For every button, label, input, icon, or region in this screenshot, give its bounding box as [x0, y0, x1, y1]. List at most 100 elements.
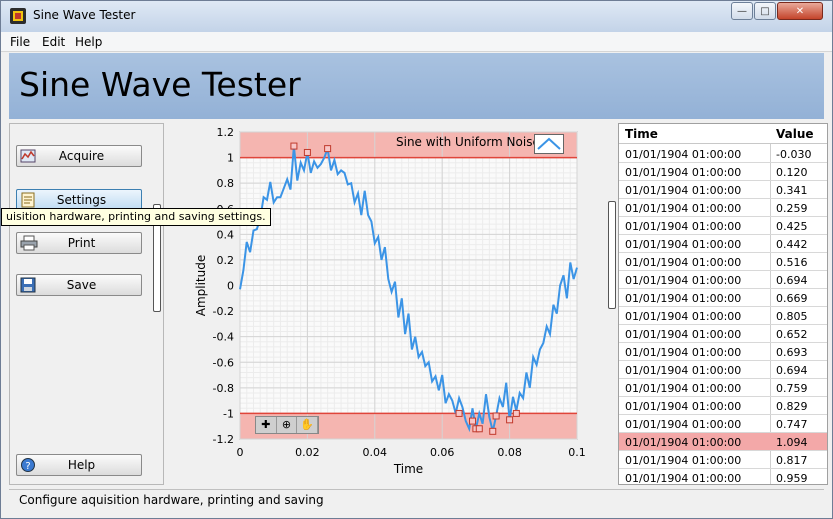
settings-tooltip: uisition hardware, printing and saving s… — [1, 208, 271, 226]
waveform-chart: 00.020.040.060.080.11.210.80.60.40.20-0.… — [167, 123, 607, 485]
help-button[interactable]: ? Help — [16, 454, 142, 476]
cell-value: 0.120 — [776, 166, 808, 179]
cell-value: 0.259 — [776, 202, 808, 215]
table-row[interactable]: 01/01/1904 01:00:00 0.259 — [619, 199, 827, 217]
cell-value: 0.694 — [776, 274, 808, 287]
table-row[interactable]: 01/01/1904 01:00:00 1.094 — [619, 433, 827, 451]
cell-time: 01/01/1904 01:00:00 — [625, 148, 742, 161]
status-text: Configure aquisition hardware, printing … — [19, 493, 324, 507]
table-row[interactable]: 01/01/1904 01:00:00 0.442 — [619, 235, 827, 253]
pan-hand-icon[interactable]: ✋ — [297, 417, 319, 433]
panel-scrollbar[interactable] — [153, 204, 161, 312]
cell-value: 0.959 — [776, 472, 808, 485]
help-label: Help — [67, 458, 96, 472]
x-tick-label: 0.08 — [497, 446, 521, 459]
column-header-time[interactable]: Time — [625, 127, 658, 141]
y-tick-label: -1.2 — [213, 433, 234, 446]
acquire-label: Acquire — [58, 149, 105, 163]
table-row[interactable]: 01/01/1904 01:00:00 0.747 — [619, 415, 827, 433]
print-label: Print — [67, 236, 96, 250]
cell-time: 01/01/1904 01:00:00 — [625, 310, 742, 323]
y-tick-label: -0.6 — [213, 356, 234, 369]
limit-violation-marker — [489, 427, 497, 435]
legend-swatch[interactable] — [534, 134, 564, 154]
table-row[interactable]: 01/01/1904 01:00:00 0.693 — [619, 343, 827, 361]
cursor-move-icon[interactable]: ✚ — [256, 417, 277, 433]
save-button[interactable]: Save — [16, 274, 142, 296]
table-row[interactable]: 01/01/1904 01:00:00 0.694 — [619, 271, 827, 289]
cell-time: 01/01/1904 01:00:00 — [625, 436, 742, 449]
status-bar: Configure aquisition hardware, printing … — [9, 489, 824, 509]
menu-help[interactable]: Help — [75, 35, 103, 49]
table-row[interactable]: 01/01/1904 01:00:00 0.829 — [619, 397, 827, 415]
acquire-icon — [20, 148, 38, 164]
table-header: Time Value — [619, 124, 827, 144]
cell-value: 0.694 — [776, 364, 808, 377]
table-row[interactable]: 01/01/1904 01:00:00 0.425 — [619, 217, 827, 235]
acquire-button[interactable]: Acquire — [16, 145, 142, 167]
y-tick-label: -0.8 — [213, 382, 234, 395]
cell-value: 0.759 — [776, 382, 808, 395]
y-tick-label: 1.2 — [217, 126, 235, 139]
table-row[interactable]: 01/01/1904 01:00:00 0.817 — [619, 451, 827, 469]
cell-time: 01/01/1904 01:00:00 — [625, 400, 742, 413]
cell-time: 01/01/1904 01:00:00 — [625, 238, 742, 251]
limit-violation-marker — [512, 409, 520, 417]
table-row[interactable]: 01/01/1904 01:00:00 -0.030 — [619, 145, 827, 163]
minimize-icon: — — [737, 5, 747, 17]
table-row[interactable]: 01/01/1904 01:00:00 0.805 — [619, 307, 827, 325]
print-button[interactable]: Print — [16, 232, 142, 254]
cell-time: 01/01/1904 01:00:00 — [625, 364, 742, 377]
y-tick-label: -1 — [223, 407, 234, 420]
cell-time: 01/01/1904 01:00:00 — [625, 382, 742, 395]
cell-time: 01/01/1904 01:00:00 — [625, 166, 742, 179]
table-row[interactable]: 01/01/1904 01:00:00 0.694 — [619, 361, 827, 379]
maximize-button[interactable]: □ — [754, 2, 776, 20]
maximize-icon: □ — [760, 5, 770, 17]
x-tick-label: 0.06 — [430, 446, 455, 459]
close-icon: ✕ — [795, 5, 805, 17]
limit-violation-marker — [290, 142, 298, 150]
column-header-value[interactable]: Value — [776, 127, 814, 141]
cell-time: 01/01/1904 01:00:00 — [625, 274, 742, 287]
table-row[interactable]: 01/01/1904 01:00:00 0.759 — [619, 379, 827, 397]
labview-app-icon[interactable] — [10, 8, 26, 24]
cell-value: 0.805 — [776, 310, 808, 323]
button-panel: Acquire Settings Print Save ? Help — [9, 123, 164, 485]
cell-time: 01/01/1904 01:00:00 — [625, 220, 742, 233]
menu-edit[interactable]: Edit — [42, 35, 66, 49]
column-divider — [770, 124, 771, 484]
menu-file[interactable]: File — [10, 35, 31, 49]
table-row[interactable]: 01/01/1904 01:00:00 0.652 — [619, 325, 827, 343]
cell-value: 0.747 — [776, 418, 808, 431]
table-row[interactable]: 01/01/1904 01:00:00 0.959 — [619, 469, 827, 485]
table-row[interactable]: 01/01/1904 01:00:00 0.669 — [619, 289, 827, 307]
title-bar[interactable]: Sine Wave Tester — □ ✕ — [1, 1, 832, 32]
data-table[interactable]: Time Value 01/01/1904 01:00:00 -0.030 01/0… — [618, 123, 828, 485]
chart-scrollbar[interactable] — [608, 201, 616, 309]
cell-value: 1.094 — [776, 436, 808, 449]
header-banner: Sine Wave Tester — [9, 53, 824, 119]
limit-violation-marker — [475, 425, 483, 433]
page-title: Sine Wave Tester — [19, 65, 301, 104]
table-row[interactable]: 01/01/1904 01:00:00 0.341 — [619, 181, 827, 199]
cell-time: 01/01/1904 01:00:00 — [625, 256, 742, 269]
x-tick-label: 0 — [237, 446, 244, 459]
limit-violation-marker — [492, 412, 500, 420]
x-tick-label: 0.02 — [295, 446, 320, 459]
zoom-icon[interactable]: ⊕ — [277, 417, 298, 433]
cell-value: 0.693 — [776, 346, 808, 359]
y-tick-label: 0.4 — [217, 228, 235, 241]
minimize-button[interactable]: — — [731, 2, 753, 20]
cell-time: 01/01/1904 01:00:00 — [625, 202, 742, 215]
y-tick-label: -0.4 — [213, 331, 234, 344]
limit-violation-marker — [324, 145, 332, 153]
cell-time: 01/01/1904 01:00:00 — [625, 346, 742, 359]
menu-bar: File Edit Help — [1, 32, 832, 52]
close-button[interactable]: ✕ — [777, 2, 823, 20]
cell-value: 0.652 — [776, 328, 808, 341]
table-row[interactable]: 01/01/1904 01:00:00 0.120 — [619, 163, 827, 181]
save-label: Save — [66, 278, 97, 292]
cell-value: 0.829 — [776, 400, 808, 413]
table-row[interactable]: 01/01/1904 01:00:00 0.516 — [619, 253, 827, 271]
